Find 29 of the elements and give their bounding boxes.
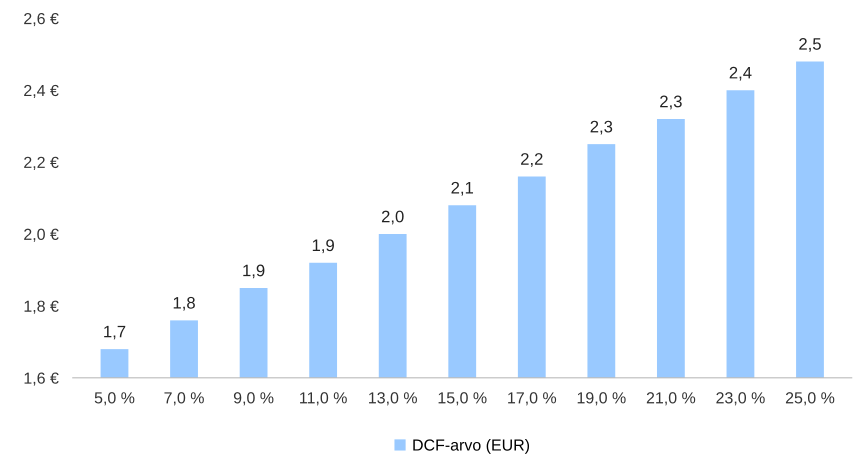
data-label: 1,9 bbox=[243, 264, 264, 278]
y-tick-label: 2,2 € bbox=[24, 156, 59, 170]
data-label: 2,3 bbox=[660, 96, 682, 110]
y-tick-label: 1,8 € bbox=[24, 300, 59, 314]
x-tick-label: 11,0 % bbox=[300, 392, 347, 406]
x-tick-label: 15,0 % bbox=[438, 392, 487, 406]
y-tick-label: 1,6 € bbox=[24, 372, 59, 386]
data-label: 2,5 bbox=[799, 38, 821, 52]
x-tick-label: 25,0 % bbox=[786, 392, 834, 406]
x-tick-label: 19,0 % bbox=[578, 392, 626, 406]
data-label: 2,2 bbox=[521, 153, 543, 167]
x-tick-label: 7,0 % bbox=[164, 392, 204, 406]
data-label: 2,0 bbox=[382, 210, 404, 224]
data-label: 1,9 bbox=[312, 239, 334, 254]
x-tick-label: 9,0 % bbox=[234, 392, 274, 406]
legend-label: DCF-arvo (EUR) bbox=[413, 438, 530, 454]
x-tick-label: 5,0 % bbox=[94, 392, 134, 406]
x-tick-label: 21,0 % bbox=[646, 392, 696, 406]
data-label: 1,8 bbox=[174, 296, 195, 311]
data-label: 2,4 bbox=[730, 66, 752, 81]
data-label: 1,7 bbox=[104, 326, 126, 340]
x-tick-label: 13,0 % bbox=[369, 392, 417, 406]
data-label: 2,3 bbox=[590, 120, 612, 134]
x-tick-label: 23,0 % bbox=[716, 392, 765, 406]
x-tick-label: 17,0 % bbox=[508, 392, 556, 406]
y-tick-label: 2,0 € bbox=[24, 228, 59, 242]
data-label: 2,1 bbox=[451, 182, 474, 196]
y-tick-label: 2,4 € bbox=[24, 84, 59, 98]
y-tick-label: 2,6 € bbox=[24, 12, 59, 26]
